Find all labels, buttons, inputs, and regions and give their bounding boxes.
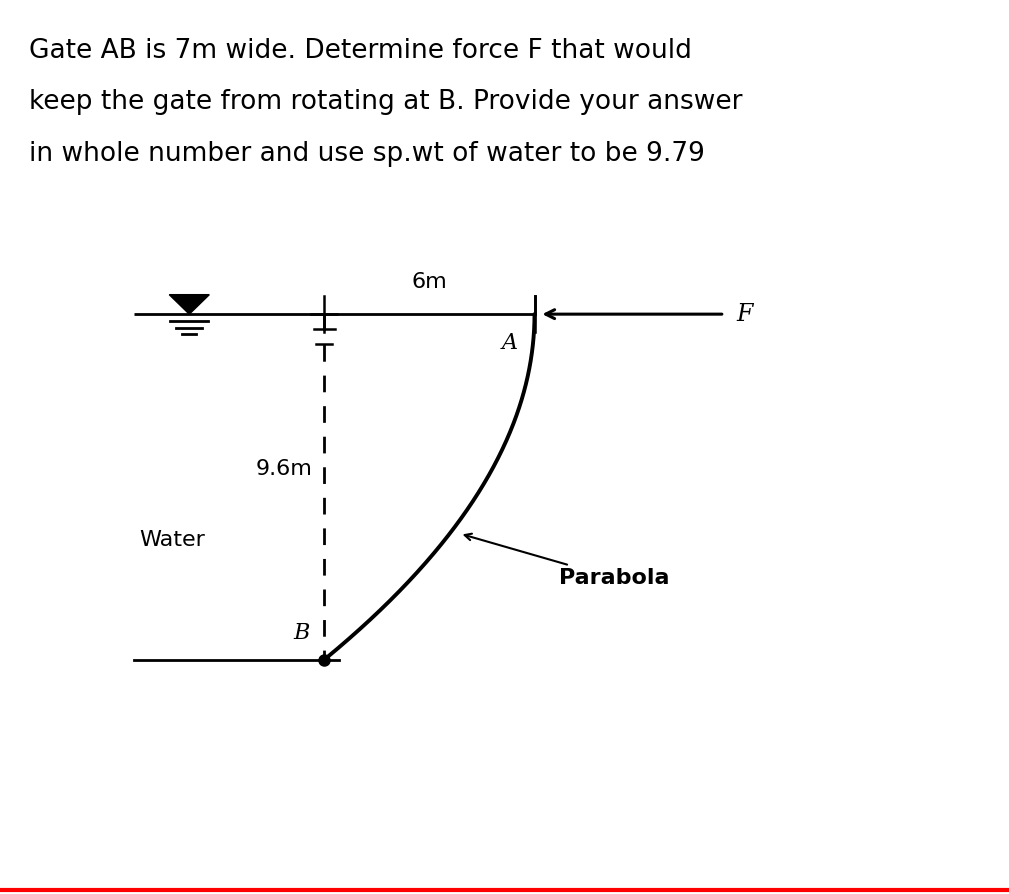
- Text: A: A: [501, 332, 518, 354]
- Text: F: F: [737, 303, 753, 325]
- Text: in whole number and use sp.wt of water to be 9.79: in whole number and use sp.wt of water t…: [29, 140, 705, 166]
- Text: keep the gate from rotating at B. Provide your answer: keep the gate from rotating at B. Provid…: [29, 89, 743, 115]
- Text: B: B: [293, 621, 310, 644]
- Text: 6m: 6m: [412, 272, 447, 292]
- Polygon shape: [170, 295, 209, 314]
- Text: Gate AB is 7m wide. Determine force F that would: Gate AB is 7m wide. Determine force F th…: [29, 38, 692, 63]
- Text: Parabola: Parabola: [465, 534, 669, 588]
- Text: 9.6m: 9.6m: [255, 460, 313, 479]
- Text: Water: Water: [139, 530, 205, 550]
